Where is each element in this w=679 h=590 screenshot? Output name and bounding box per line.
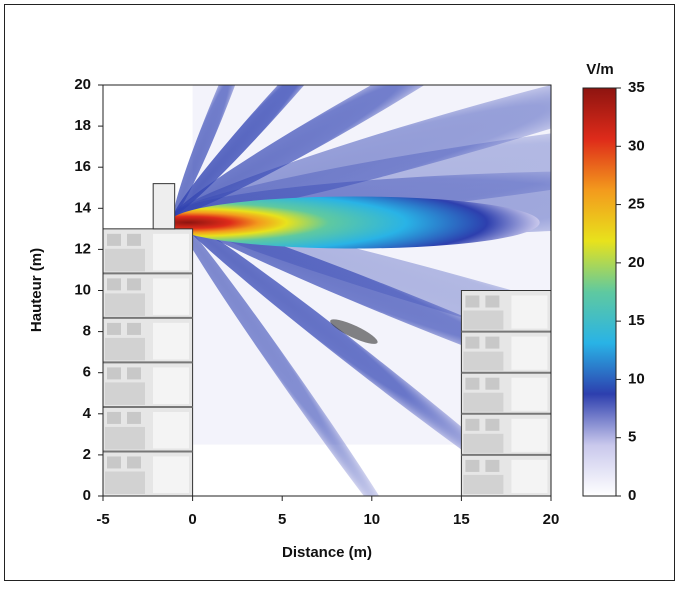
window [511, 336, 548, 370]
window [127, 411, 141, 424]
window [153, 233, 189, 271]
y-tick-label: 10 [74, 281, 91, 298]
side-lobe [174, 85, 376, 215]
x-tick-label: 0 [188, 511, 196, 528]
side-lobe [174, 214, 538, 496]
colorbar-tick-label: 10 [628, 370, 645, 387]
y-tick-label: 2 [83, 446, 91, 463]
wall [105, 293, 145, 316]
window [153, 411, 189, 449]
window [107, 278, 121, 291]
window [127, 456, 141, 469]
window [465, 295, 480, 308]
y-tick-label: 8 [83, 323, 91, 340]
colorbar-tick-label: 5 [628, 429, 636, 446]
x-tick-label: 10 [363, 511, 380, 528]
y-axis-label: Hauteur (m) [28, 248, 45, 332]
y-tick-label: 0 [83, 487, 91, 504]
x-tick-label: -5 [96, 511, 109, 528]
wall [463, 474, 504, 494]
wall [463, 310, 504, 330]
window [465, 418, 480, 431]
buildings [102, 183, 552, 497]
y-tick-label: 20 [74, 76, 91, 93]
y-tick-label: 6 [83, 364, 91, 381]
window [485, 377, 500, 390]
window [511, 418, 548, 452]
y-tick-label: 18 [74, 117, 91, 134]
side-lobe [174, 85, 258, 215]
window [153, 322, 189, 360]
window [107, 322, 121, 335]
colorbar-tick-label: 15 [628, 312, 645, 329]
window [485, 459, 500, 472]
y-tick-label: 12 [74, 240, 91, 257]
hot-spot [330, 319, 378, 344]
y-tick-label: 4 [83, 405, 92, 422]
window [153, 456, 189, 493]
side-lobe [174, 214, 405, 496]
window [511, 295, 548, 329]
colorbar-tick-label: 20 [628, 254, 645, 271]
colorbar-label: V/m [586, 61, 614, 78]
side-lobe [174, 85, 522, 216]
x-tick-label: 15 [453, 511, 470, 528]
wall [463, 433, 504, 453]
wall [463, 392, 504, 412]
wall [105, 382, 145, 405]
x-tick-label: 5 [278, 511, 286, 528]
window [465, 336, 480, 349]
colorbar [582, 87, 617, 497]
wall [105, 337, 145, 361]
window [107, 411, 121, 424]
window [127, 322, 141, 335]
window [107, 456, 121, 469]
x-tick-label: 20 [543, 511, 560, 528]
wall [463, 351, 504, 371]
wall [105, 426, 145, 450]
window [153, 367, 189, 404]
window [465, 459, 480, 472]
y-tick-label: 14 [74, 199, 91, 216]
antenna [152, 183, 176, 230]
side-lobe [174, 85, 551, 218]
colorbar-tick-label: 30 [628, 137, 645, 154]
window [127, 367, 141, 380]
frame [4, 4, 675, 581]
colorbar-tick-label: 35 [628, 79, 645, 96]
window [127, 278, 141, 291]
window [485, 295, 500, 308]
window [511, 459, 548, 493]
x-axis-label: Distance (m) [282, 544, 372, 561]
colorbar-tick-label: 25 [628, 196, 645, 213]
wall [105, 248, 145, 272]
main-lobe [169, 196, 540, 249]
window [511, 377, 548, 411]
colorbar-tick-label: 0 [628, 487, 636, 504]
window [127, 233, 141, 246]
window [153, 278, 189, 315]
window [107, 233, 121, 246]
window [465, 377, 480, 390]
field [169, 85, 551, 496]
window [485, 336, 500, 349]
y-tick-label: 16 [74, 158, 91, 175]
window [107, 367, 121, 380]
wall [105, 471, 145, 494]
window [485, 418, 500, 431]
